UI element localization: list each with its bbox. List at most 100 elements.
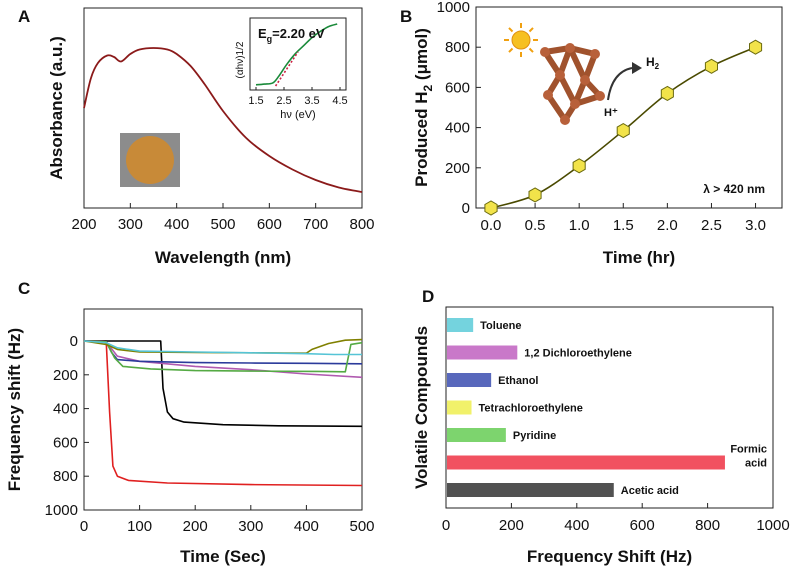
framework-node: [543, 90, 553, 100]
bar-label: Formic acid: [730, 444, 767, 470]
framework-node: [560, 115, 570, 125]
bar-formic-acid: [447, 455, 725, 470]
inset-bandgap-label: Eg=2.20 eV: [258, 26, 325, 44]
h2-data-point: [572, 158, 586, 174]
panel-letter-d: D: [422, 287, 434, 306]
x-tick-label: 200: [71, 216, 96, 233]
scheme-h2-label: H2: [646, 55, 660, 71]
bar-1-2-dichloroethylene: [447, 345, 518, 360]
x-tick-label: 1.0: [569, 217, 590, 234]
y-tick-label: 0: [70, 333, 78, 350]
x-axis-label: Time (hr): [603, 248, 675, 267]
inset-frame: [249, 17, 347, 91]
x-tick-label: 3.0: [745, 217, 766, 234]
x-tick-label: 0: [80, 518, 88, 535]
x-tick-label: 1.5: [613, 217, 634, 234]
inset-curve: [255, 23, 338, 86]
x-axis-label: Time (Sec): [180, 547, 266, 566]
x-tick-label: 100: [127, 518, 152, 535]
bar-toluene: [447, 318, 474, 332]
axes-frame-c: [83, 308, 363, 511]
y-axis-label: Produced H2 (μmol): [412, 28, 435, 187]
bar-label: Pyridine: [513, 430, 556, 442]
x-tick-label: 200: [499, 517, 524, 534]
y-tick-label: 800: [53, 468, 78, 485]
x-tick-label: 0.0: [481, 217, 502, 234]
axes-frame-b: [475, 6, 783, 209]
inset-y-label: (αhν)1/2: [235, 41, 246, 78]
y-tick-label: 1000: [437, 0, 470, 16]
h2-data-point: [660, 85, 674, 101]
y-tick-label: 400: [445, 120, 470, 137]
panel-letter-c: C: [18, 279, 30, 298]
h2-data-point: [484, 200, 498, 216]
x-tick-label: 400: [564, 517, 589, 534]
sun-icon: [511, 30, 531, 50]
arrow-head-icon: [632, 62, 642, 74]
sun-ray: [528, 27, 534, 33]
framework-node: [580, 75, 590, 85]
x-tick-label: 0.5: [525, 217, 546, 234]
sun-ray: [528, 47, 534, 53]
y-tick-label: 400: [53, 401, 78, 418]
x-tick-label: 600: [630, 517, 655, 534]
scheme-arrow: [607, 67, 633, 101]
x-tick-label: 2.5: [701, 217, 722, 234]
sample-disk: [126, 136, 174, 184]
y-tick-label: 200: [445, 160, 470, 177]
absorbance-curve: [83, 47, 363, 193]
y-tick-label: 1000: [45, 502, 78, 519]
x-tick-label: 1000: [756, 517, 789, 534]
x-tick-label: 400: [294, 518, 319, 535]
framework-node: [555, 70, 565, 80]
x-tick-label: 300: [238, 518, 263, 535]
sun-ray: [508, 47, 514, 53]
inset-tick-label: 4.5: [332, 95, 347, 107]
panel-b: B 0.0 0.5 1.0 1.5 2.0 2.5 3.0 0 200 400 600 800 1000 T…: [400, 0, 783, 267]
series-line-formic-acid: [84, 340, 363, 487]
bar-acetic-acid: [447, 483, 614, 497]
bar-pyridine: [447, 428, 506, 442]
x-tick-label: 700: [303, 216, 328, 233]
framework-bond: [545, 92, 568, 123]
series-line-toluene: [83, 340, 362, 356]
panel-d: D 0 200 400 600 800 1000 Frequency Shift (Hz) Vo…: [412, 287, 790, 566]
y-tick-label: 200: [53, 367, 78, 384]
framework-node: [540, 47, 550, 57]
y-tick-label: 800: [445, 39, 470, 56]
inset-tick-label: 3.5: [304, 95, 319, 107]
h2-data-point: [749, 39, 763, 55]
series-line-pyridine: [83, 340, 363, 373]
h2-data-point: [616, 123, 630, 139]
y-axis-label: Volatile Compounds: [412, 326, 431, 489]
framework-bond: [557, 72, 578, 107]
x-tick-label: 2.0: [657, 217, 678, 234]
axes-frame-d: [445, 306, 774, 509]
scheme-hplus-label: H⁺: [604, 107, 618, 119]
x-tick-label: 800: [349, 216, 374, 233]
inset-fit-line: [274, 51, 299, 87]
series-line-acetic-acid: [84, 340, 363, 428]
x-axis-label: Wavelength (nm): [155, 248, 291, 267]
framework-node: [595, 91, 605, 101]
y-tick-label: 0: [462, 200, 470, 217]
x-tick-label: 300: [118, 216, 143, 233]
wavelength-annotation: λ > 420 nm: [703, 182, 765, 196]
bar-label: Toluene: [480, 320, 521, 332]
y-tick-label: 600: [53, 434, 78, 451]
panel-letter-a: A: [18, 7, 30, 26]
y-axis-label: Frequency shift (Hz): [5, 328, 24, 491]
x-tick-label: 500: [349, 518, 374, 535]
x-tick-label: 200: [183, 518, 208, 535]
x-tick-label: 400: [164, 216, 189, 233]
inset-x-label: hν (eV): [280, 109, 315, 121]
x-tick-label: 0: [442, 517, 450, 534]
x-tick-label: 600: [257, 216, 282, 233]
bar-label: 1,2 Dichloroethylene: [524, 348, 632, 360]
h2-data-point: [704, 58, 718, 74]
panel-a: A 200 300 400 500 600 700 800 Wavelength (nm) Abs…: [18, 7, 375, 267]
framework-node: [570, 99, 580, 109]
bar-label: Tetrachloroethylene: [479, 403, 583, 415]
y-tick-label: 600: [445, 79, 470, 96]
